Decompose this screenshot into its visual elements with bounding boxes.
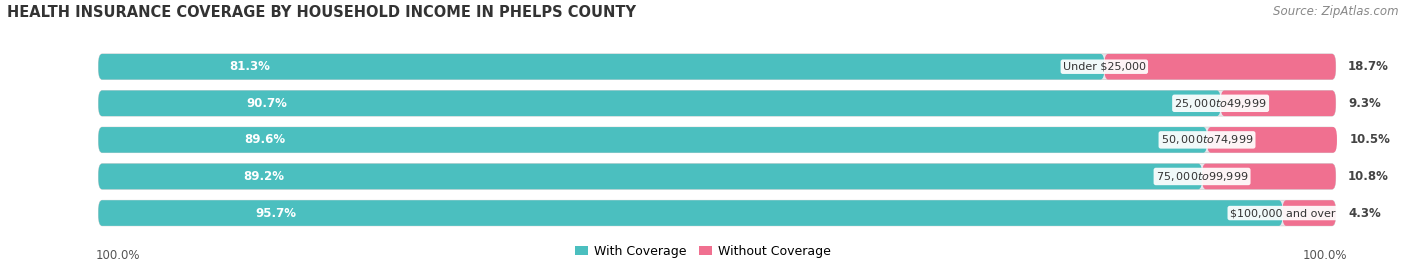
Text: 9.3%: 9.3% xyxy=(1348,97,1381,110)
Text: $50,000 to $74,999: $50,000 to $74,999 xyxy=(1161,133,1253,146)
Text: 18.7%: 18.7% xyxy=(1348,60,1389,73)
FancyBboxPatch shape xyxy=(98,90,1220,116)
FancyBboxPatch shape xyxy=(1220,90,1336,116)
FancyBboxPatch shape xyxy=(98,127,1206,153)
Text: 100.0%: 100.0% xyxy=(96,249,141,262)
FancyBboxPatch shape xyxy=(1202,164,1336,189)
FancyBboxPatch shape xyxy=(98,127,1336,153)
Text: Under $25,000: Under $25,000 xyxy=(1063,62,1146,72)
FancyBboxPatch shape xyxy=(98,200,1282,226)
Text: 81.3%: 81.3% xyxy=(229,60,270,73)
Text: $25,000 to $49,999: $25,000 to $49,999 xyxy=(1174,97,1267,110)
FancyBboxPatch shape xyxy=(98,200,1336,226)
Text: $75,000 to $99,999: $75,000 to $99,999 xyxy=(1156,170,1249,183)
Text: 90.7%: 90.7% xyxy=(246,97,287,110)
Text: 10.5%: 10.5% xyxy=(1350,133,1391,146)
Text: $100,000 and over: $100,000 and over xyxy=(1230,208,1336,218)
FancyBboxPatch shape xyxy=(98,164,1202,189)
Text: HEALTH INSURANCE COVERAGE BY HOUSEHOLD INCOME IN PHELPS COUNTY: HEALTH INSURANCE COVERAGE BY HOUSEHOLD I… xyxy=(7,5,636,20)
FancyBboxPatch shape xyxy=(1206,127,1337,153)
FancyBboxPatch shape xyxy=(98,54,1104,80)
Text: 100.0%: 100.0% xyxy=(1302,249,1347,262)
Text: 95.7%: 95.7% xyxy=(256,207,297,220)
Text: 10.8%: 10.8% xyxy=(1348,170,1389,183)
FancyBboxPatch shape xyxy=(98,90,1336,116)
Text: 89.2%: 89.2% xyxy=(243,170,284,183)
FancyBboxPatch shape xyxy=(1282,200,1336,226)
Text: 89.6%: 89.6% xyxy=(245,133,285,146)
FancyBboxPatch shape xyxy=(98,54,1336,80)
Text: Source: ZipAtlas.com: Source: ZipAtlas.com xyxy=(1274,5,1399,18)
Legend: With Coverage, Without Coverage: With Coverage, Without Coverage xyxy=(571,240,835,263)
FancyBboxPatch shape xyxy=(1104,54,1336,80)
Text: 4.3%: 4.3% xyxy=(1348,207,1381,220)
FancyBboxPatch shape xyxy=(98,164,1336,189)
